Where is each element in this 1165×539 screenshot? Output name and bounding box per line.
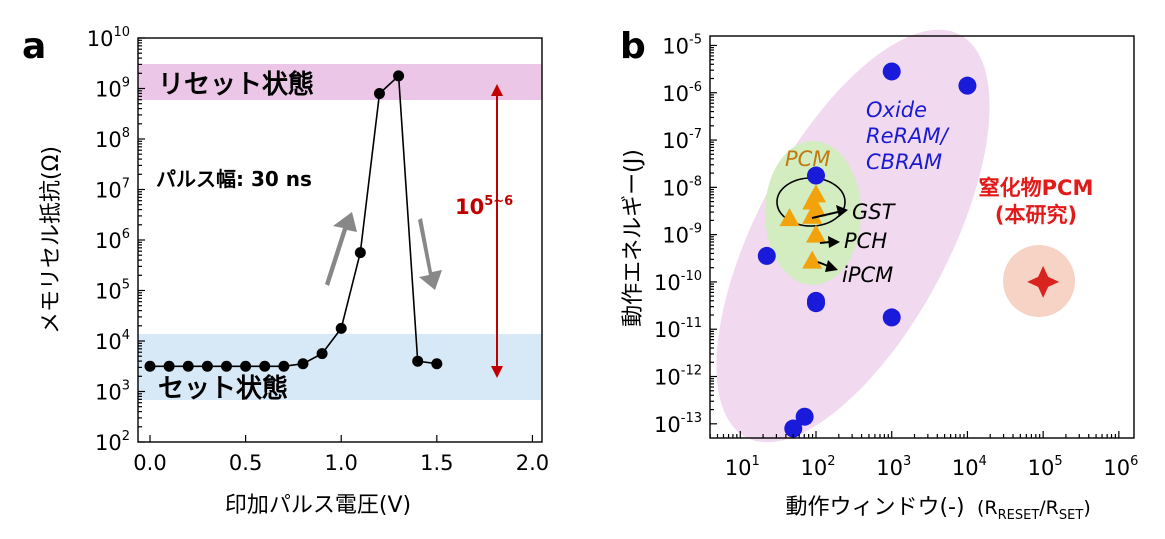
resistance-point bbox=[201, 360, 213, 372]
ratio-label: 105~6 bbox=[455, 194, 513, 219]
panel-b-label: b bbox=[620, 26, 646, 67]
oxide-reram-point bbox=[757, 246, 776, 265]
panel-a-y-tick-label: 1010 bbox=[87, 25, 130, 51]
panel-b-y-tick-label: 10-12 bbox=[654, 364, 702, 390]
pcm-point bbox=[806, 198, 826, 217]
pcm-point bbox=[779, 208, 800, 227]
panel-a-y-tick-label: 108 bbox=[95, 126, 130, 152]
nitride-label-line2: (本研究) bbox=[995, 203, 1077, 227]
panel-b-y-tick-label: 10-7 bbox=[662, 127, 702, 153]
pcm-point bbox=[806, 224, 826, 243]
set-state-label: セット状態 bbox=[158, 373, 288, 404]
pulse-width-label: パルス幅: 30 ns bbox=[156, 167, 312, 191]
resistance-point bbox=[297, 358, 309, 370]
ratio-arrow-head-bottom bbox=[491, 366, 503, 378]
panel-a-y-axis-label: メモリセル抵抗(Ω) bbox=[39, 146, 64, 334]
panel-b-x-tick-label: 106 bbox=[1103, 454, 1138, 480]
panel-a-x-tick-label: 1.5 bbox=[420, 451, 453, 475]
oxide-reram-point bbox=[958, 76, 977, 95]
oxide-reram-point bbox=[784, 419, 803, 438]
oxide-label-line3: CBRAM bbox=[866, 150, 942, 174]
panel-b-x-axis-ratio-label: (RRESET/RSET) bbox=[977, 497, 1091, 523]
resistance-point bbox=[393, 70, 405, 82]
panel-b-y-tick-label: 10-10 bbox=[654, 269, 702, 295]
resistance-point bbox=[431, 358, 443, 370]
oxide-reram-point bbox=[882, 62, 901, 81]
resistance-point bbox=[278, 360, 290, 372]
panel-b-x-axis-label: 動作ウィンドウ(-) bbox=[785, 495, 964, 520]
panel-a-x-tick-label: 0.0 bbox=[133, 451, 166, 475]
panel-a-y-tick-label: 109 bbox=[95, 76, 130, 102]
oxide-label-line1: Oxide bbox=[866, 98, 927, 122]
nitride-pcm-point bbox=[1027, 265, 1060, 298]
panel-a-y-tick-label: 106 bbox=[95, 227, 130, 253]
panel-a-y-tick-label: 105 bbox=[95, 278, 130, 304]
panel-a-label: a bbox=[22, 26, 46, 67]
panel-a-y-tick-label: 103 bbox=[95, 379, 130, 405]
ipcm-arrow bbox=[817, 261, 829, 267]
pcm-point bbox=[802, 250, 823, 269]
ipcm-label: iPCM bbox=[842, 263, 893, 287]
panel-b-x-tick-label: 101 bbox=[725, 454, 760, 480]
gst-arrow-head bbox=[836, 205, 848, 217]
pcm-point bbox=[806, 184, 826, 203]
panel-b-y-tick-label: 10-8 bbox=[662, 174, 702, 200]
resistance-point bbox=[259, 360, 271, 372]
resistance-point bbox=[144, 360, 156, 372]
panel-b-y-tick-label: 10-5 bbox=[662, 32, 702, 58]
panel-a-x-tick-label: 1.0 bbox=[325, 451, 358, 475]
oxide-reram-point bbox=[795, 407, 814, 426]
panel-b-y-tick-label: 10-6 bbox=[662, 80, 702, 106]
panel-b-y-tick-label: 10-9 bbox=[662, 222, 702, 248]
panel-a: a リセット状態 セット状態 パルス幅: 30 ns 105~6 0.0 0.5 1… bbox=[22, 25, 549, 518]
pcm-label: PCM bbox=[785, 147, 830, 171]
panel-b-x-tick-label: 102 bbox=[800, 454, 835, 480]
oxide-reram-point bbox=[882, 308, 901, 327]
resistance-point bbox=[220, 360, 232, 372]
increase-arrow bbox=[325, 212, 357, 286]
resistance-point bbox=[412, 355, 424, 367]
resistance-line bbox=[150, 74, 437, 368]
panel-a-x-tick-label: 2.0 bbox=[516, 451, 549, 475]
resistance-point bbox=[316, 348, 328, 360]
resistance-point bbox=[354, 247, 366, 259]
pch-arrow bbox=[819, 241, 831, 244]
oxide-reram-point bbox=[807, 291, 825, 310]
panel-b-y-tick-label: 10-11 bbox=[654, 316, 702, 342]
panel-b-x-tick-label: 105 bbox=[1028, 454, 1063, 480]
panel-a-x-axis-label: 印加パルス電圧(V) bbox=[225, 493, 411, 518]
panel-b: b GST PCH iPCM PCM Oxide ReRAM/ CBRAM 窒化… bbox=[620, 26, 1138, 523]
ipcm-arrow-head bbox=[825, 260, 838, 272]
ratio-arrow-head-top bbox=[491, 84, 503, 96]
panel-a-plot-frame bbox=[137, 37, 543, 443]
resistance-point bbox=[240, 360, 252, 372]
nitride-label-line1: 窒化物PCM bbox=[979, 176, 1094, 200]
panel-b-x-tick-label: 104 bbox=[952, 454, 987, 480]
gst-label: GST bbox=[852, 200, 897, 224]
decrease-arrow bbox=[418, 218, 442, 290]
pch-arrow-head bbox=[828, 236, 840, 248]
panel-b-y-axis-label: 動作エネルギー(J) bbox=[621, 149, 646, 327]
panel-b-x-tick-label: 103 bbox=[876, 454, 911, 480]
resistance-point bbox=[373, 88, 385, 100]
resistance-point bbox=[335, 322, 347, 334]
pch-label: PCH bbox=[844, 229, 887, 253]
panel-b-y-tick-label: 10-13 bbox=[654, 411, 702, 437]
oxide-label-line2: ReRAM/ bbox=[866, 124, 950, 148]
oxide-reram-point bbox=[807, 166, 825, 185]
panel-a-y-tick-label: 102 bbox=[95, 429, 130, 455]
panel-a-x-tick-label: 0.5 bbox=[229, 451, 262, 475]
gst-arrow bbox=[811, 211, 839, 219]
resistance-point bbox=[182, 360, 194, 372]
panel-a-y-tick-label: 107 bbox=[95, 177, 130, 203]
reset-state-label: リセット状態 bbox=[158, 69, 314, 100]
panel-b-plot-frame bbox=[709, 35, 1135, 439]
reset-state-band bbox=[138, 64, 542, 100]
resistance-point bbox=[163, 360, 175, 372]
panel-a-y-tick-label: 104 bbox=[95, 328, 130, 354]
